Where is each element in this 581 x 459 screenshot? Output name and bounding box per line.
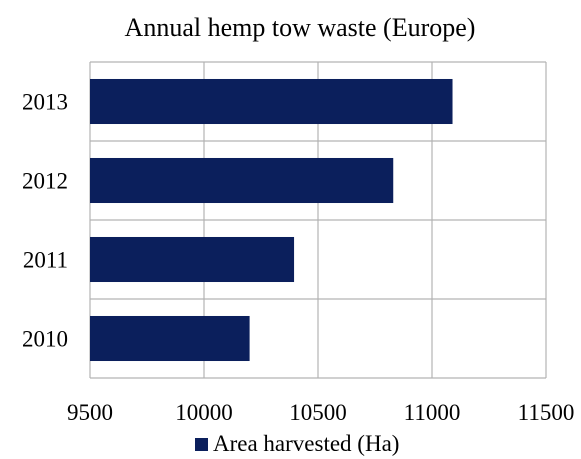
x-tick-label: 10500 xyxy=(289,400,347,425)
y-category-label: 2010 xyxy=(22,327,68,352)
y-category-label: 2011 xyxy=(23,248,68,273)
chart-title: Annual hemp tow waste (Europe) xyxy=(125,13,476,42)
legend-label: Area harvested (Ha) xyxy=(213,431,399,456)
y-category-label: 2012 xyxy=(22,169,68,194)
bar-2012 xyxy=(90,157,394,204)
x-tick-label: 11000 xyxy=(404,400,461,425)
legend-swatch xyxy=(195,438,208,451)
plot-area: 9500 10000 10500 11000 11500 2010 2011 2012 2013 xyxy=(22,61,575,425)
legend: Area harvested (Ha) xyxy=(195,431,399,456)
bar-2011 xyxy=(90,236,295,283)
y-category-label: 2013 xyxy=(22,90,68,115)
x-tick-label: 10000 xyxy=(175,400,233,425)
bar-2013 xyxy=(90,78,453,125)
bar-2010 xyxy=(90,315,250,362)
x-tick-label: 11500 xyxy=(518,400,575,425)
x-tick-label: 9500 xyxy=(67,400,113,425)
